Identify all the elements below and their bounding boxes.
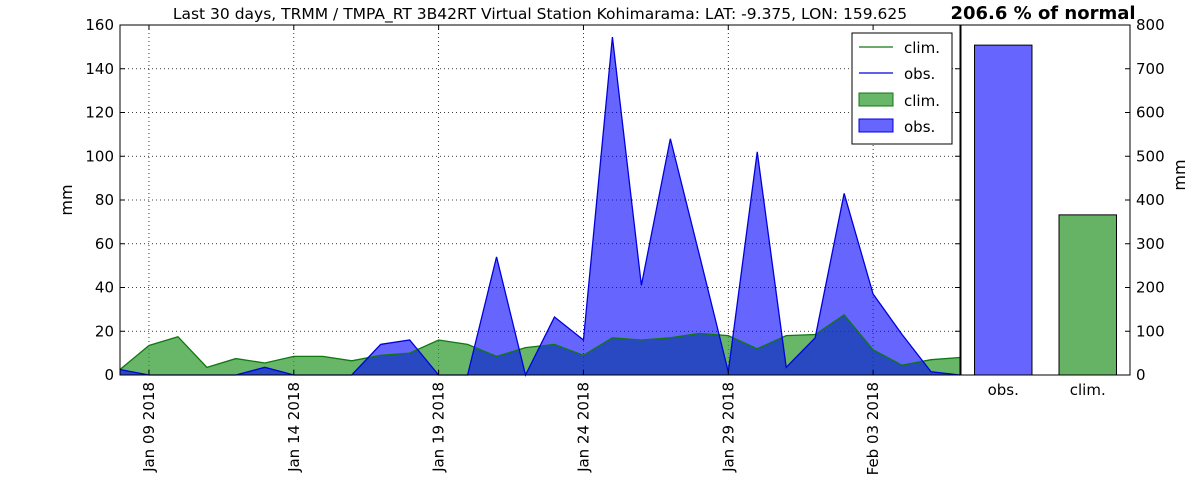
y-tick-label: 120 [85, 104, 114, 122]
x-tick-label: Jan 24 2018 [574, 382, 592, 473]
bar-y-axis-label: mm [1170, 159, 1189, 190]
bar-obs [974, 44, 1033, 376]
y-tick-label: 100 [85, 147, 114, 165]
area-obs [120, 37, 960, 375]
line-obs [119, 36, 961, 377]
x-tick-label: Jan 09 2018 [140, 382, 158, 473]
bar-y-tick-label: 0 [1136, 366, 1146, 384]
bar-chart-title: 206.6 % of normal [950, 3, 1135, 24]
legend-swatch-clim [858, 92, 894, 107]
x-tick-label: Jan 29 2018 [719, 382, 737, 473]
bar-plot-area: obs. clim. 0 100 200 300 400 500 600 700 800 mm [960, 16, 1189, 399]
y-tick-label: 0 [104, 366, 114, 384]
bar-clim [1058, 214, 1117, 376]
y-tick-label: 80 [95, 191, 114, 209]
y-tick-label: 140 [85, 60, 114, 78]
bar-y-tick-label: 500 [1136, 147, 1165, 165]
legend-label: obs. [904, 65, 935, 83]
bar-y-tick-label: 700 [1136, 60, 1165, 78]
bar-category-label: obs. [988, 381, 1019, 399]
y-tick-label: 160 [85, 16, 114, 34]
bar-y-tick-label: 300 [1136, 235, 1165, 253]
legend-label: obs. [904, 118, 935, 136]
y-axis-label: mm [57, 184, 76, 215]
y-tick-label: 40 [95, 279, 114, 297]
main-chart-title: Last 30 days, TRMM / TMPA_RT 3B42RT Virt… [173, 5, 907, 24]
legend-label: clim. [904, 92, 940, 110]
bar-y-tick-label: 800 [1136, 16, 1165, 34]
legend-label: clim. [904, 39, 940, 57]
bar-y-tick-label: 600 [1136, 104, 1165, 122]
x-tick-label: Feb 03 2018 [864, 382, 882, 475]
y-tick-label: 60 [95, 235, 114, 253]
bar-y-tick-label: 400 [1136, 191, 1165, 209]
bar-y-tick-label: 200 [1136, 279, 1165, 297]
x-tick-label: Jan 19 2018 [430, 382, 448, 473]
bar-category-label: clim. [1070, 381, 1106, 399]
legend: clim. obs. clim. obs. [851, 32, 953, 145]
main-plot-area: 0 20 40 60 80 100 120 140 160 Jan 09 2018 Jan 14 2… [57, 16, 961, 475]
legend-swatch-obs [858, 118, 894, 133]
bar-y-tick-label: 100 [1136, 322, 1165, 340]
x-tick-label: Jan 14 2018 [285, 382, 303, 473]
y-tick-label: 20 [95, 322, 114, 340]
